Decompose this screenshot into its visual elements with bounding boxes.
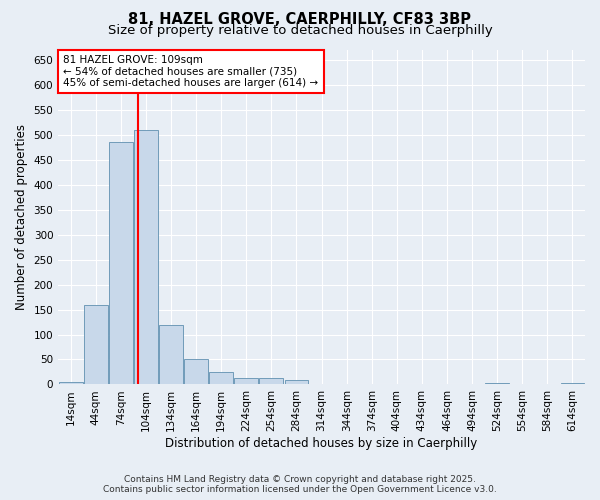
- Bar: [259, 378, 283, 384]
- X-axis label: Distribution of detached houses by size in Caerphilly: Distribution of detached houses by size …: [166, 437, 478, 450]
- Bar: [284, 380, 308, 384]
- Bar: [134, 130, 158, 384]
- Bar: [209, 372, 233, 384]
- Bar: [184, 360, 208, 384]
- Bar: [560, 383, 584, 384]
- Bar: [109, 142, 133, 384]
- Text: Size of property relative to detached houses in Caerphilly: Size of property relative to detached ho…: [107, 24, 493, 37]
- Bar: [485, 383, 509, 384]
- Bar: [59, 382, 83, 384]
- Bar: [235, 378, 258, 384]
- Bar: [84, 304, 108, 384]
- Text: Contains HM Land Registry data © Crown copyright and database right 2025.
Contai: Contains HM Land Registry data © Crown c…: [103, 474, 497, 494]
- Bar: [159, 324, 183, 384]
- Text: 81, HAZEL GROVE, CAERPHILLY, CF83 3BP: 81, HAZEL GROVE, CAERPHILLY, CF83 3BP: [128, 12, 472, 28]
- Y-axis label: Number of detached properties: Number of detached properties: [15, 124, 28, 310]
- Text: 81 HAZEL GROVE: 109sqm
← 54% of detached houses are smaller (735)
45% of semi-de: 81 HAZEL GROVE: 109sqm ← 54% of detached…: [64, 55, 319, 88]
